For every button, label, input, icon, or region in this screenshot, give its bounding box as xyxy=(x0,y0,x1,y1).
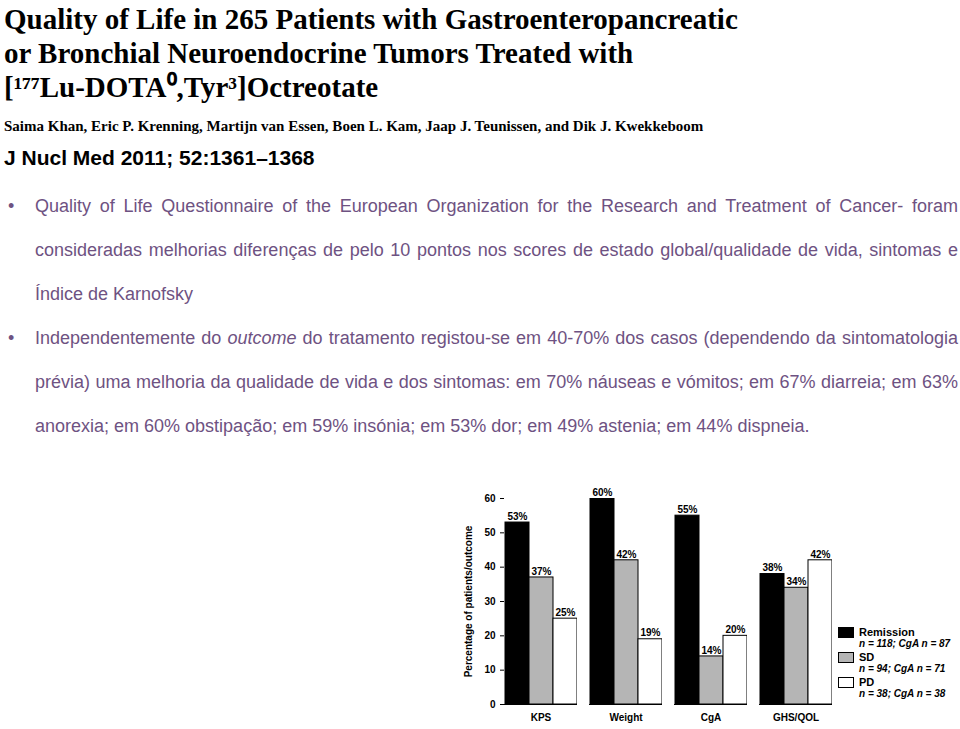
svg-text:30: 30 xyxy=(484,596,496,607)
svg-text:42%: 42% xyxy=(616,549,636,560)
svg-text:KPS: KPS xyxy=(531,712,552,723)
svg-text:53%: 53% xyxy=(507,511,527,522)
html-text:Quality of Life Questionnaire: Quality of Life Questionnaire of the Eur… xyxy=(35,196,958,304)
html-text:n = 118; CgA n = 87: n = 118; CgA n = 87 xyxy=(859,638,951,649)
html-text:J Nucl Med 2011; 52:1361–1368: J Nucl Med 2011; 52:1361–1368 xyxy=(4,146,315,169)
svg-text:38%: 38% xyxy=(762,562,782,573)
html-text:or Bronchial Neuroendocrine Tu: or Bronchial Neuroendocrine Tumors Treat… xyxy=(4,37,634,69)
svg-text:19%: 19% xyxy=(640,627,660,638)
svg-text:55%: 55% xyxy=(677,504,697,515)
html-text:n = 38; CgA n = 38: n = 38; CgA n = 38 xyxy=(859,688,946,699)
svg-text:42%: 42% xyxy=(810,549,830,560)
html-text:Quality of Life in 265 Patient: Quality of Life in 265 Patients with Gas… xyxy=(4,3,738,35)
svg-text:60: 60 xyxy=(484,493,496,504)
html-text:[¹⁷⁷Lu-DOTA⁰,Tyr³]Octreotate: [¹⁷⁷Lu-DOTA⁰,Tyr³]Octreotate xyxy=(4,71,379,103)
svg-text:25%: 25% xyxy=(555,607,575,618)
svg-text:Percentage of patients/outcome: Percentage of patients/outcome xyxy=(463,525,474,677)
svg-text:20: 20 xyxy=(484,630,496,641)
svg-text:0: 0 xyxy=(490,699,496,710)
svg-text:34%: 34% xyxy=(786,576,806,587)
html-text:Saima Khan, Eric P. Krenning,: Saima Khan, Eric P. Krenning, Martijn va… xyxy=(4,118,704,134)
html-text:SD: SD xyxy=(859,651,875,663)
html-text:Remission: Remission xyxy=(859,626,915,638)
svg-text:14%: 14% xyxy=(701,645,721,656)
html-text:Independentemente do outcome d: Independentemente do outcome do tratamen… xyxy=(35,328,958,436)
svg-text:CgA: CgA xyxy=(701,712,722,723)
html-text:PD: PD xyxy=(859,676,875,688)
svg-text:20%: 20% xyxy=(725,624,745,635)
svg-text:50: 50 xyxy=(484,527,496,538)
svg-text:60%: 60% xyxy=(592,487,612,498)
svg-text:40: 40 xyxy=(484,561,496,572)
svg-text:Weight: Weight xyxy=(609,712,643,723)
svg-text:37%: 37% xyxy=(531,566,551,577)
svg-text:10: 10 xyxy=(484,664,496,675)
html-text:n = 94; CgA n = 71: n = 94; CgA n = 71 xyxy=(859,663,946,674)
svg-text:GHS/QOL: GHS/QOL xyxy=(773,712,819,723)
